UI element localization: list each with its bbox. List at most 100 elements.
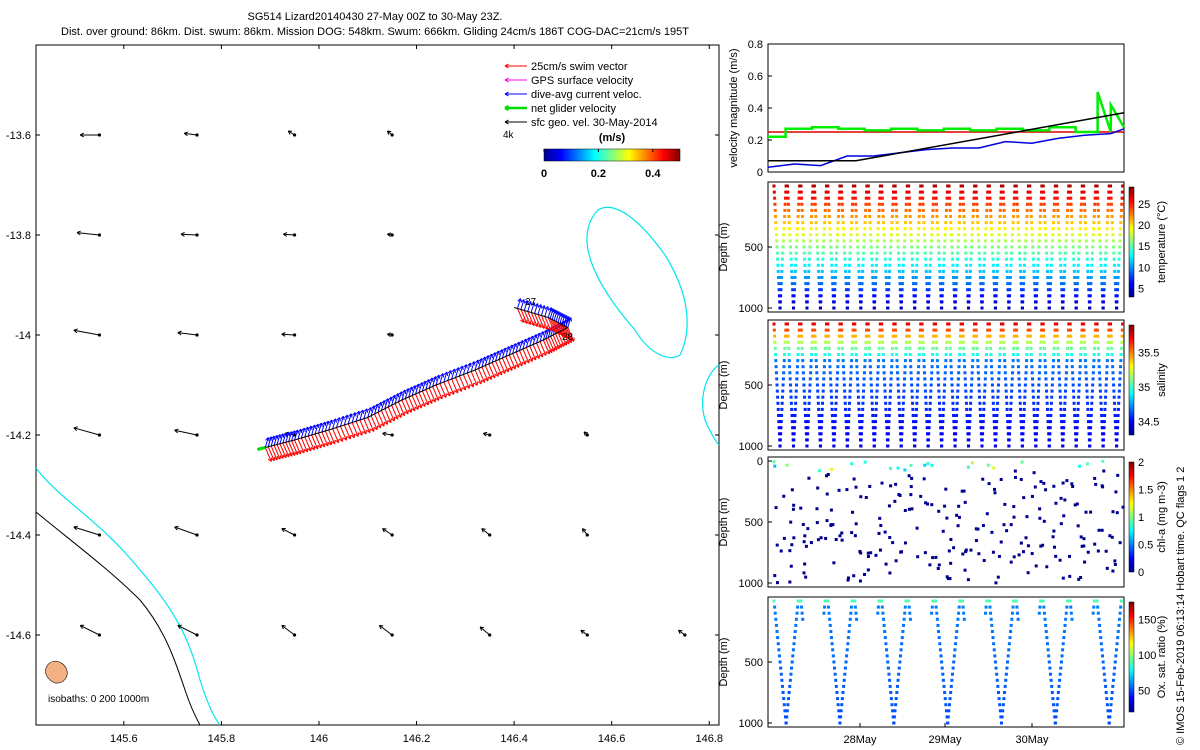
profile-point xyxy=(959,196,963,200)
profile-point xyxy=(840,328,844,332)
profile-point xyxy=(803,276,807,279)
profile-point xyxy=(1103,269,1107,273)
profile-point xyxy=(1052,359,1056,363)
profile-point xyxy=(779,666,783,670)
profile-point xyxy=(956,617,960,621)
swim-vector xyxy=(515,351,523,367)
profile-point xyxy=(1096,611,1100,615)
profile-point xyxy=(791,288,795,292)
profile-point xyxy=(1085,251,1089,255)
profile-point xyxy=(983,245,987,249)
profile-point xyxy=(924,395,928,399)
profile-point xyxy=(808,389,812,393)
profile-point xyxy=(968,420,972,424)
profile-point xyxy=(1071,251,1075,255)
profile-point xyxy=(951,407,955,411)
profile-point xyxy=(1114,438,1118,442)
profile-point xyxy=(1069,346,1073,350)
profile-point xyxy=(1048,426,1052,430)
profile-point xyxy=(816,251,820,255)
profile-point xyxy=(914,420,918,424)
profile-point xyxy=(874,282,877,286)
profile-point xyxy=(1074,438,1078,442)
profile-point xyxy=(987,322,991,326)
profile-point xyxy=(923,233,926,237)
profile-point xyxy=(1100,282,1104,286)
profile-point xyxy=(1095,328,1099,332)
swim-vector xyxy=(276,444,284,459)
profile-point xyxy=(1095,190,1099,194)
profile-point xyxy=(969,548,973,552)
profile-point xyxy=(961,552,965,556)
current-vector xyxy=(273,435,278,446)
profile-point xyxy=(970,461,974,465)
profile-point xyxy=(773,611,777,615)
profile-point xyxy=(1075,288,1079,292)
profile-point xyxy=(794,617,798,621)
profile-point xyxy=(909,493,913,497)
profile-point xyxy=(793,269,797,273)
profile-point xyxy=(1026,328,1030,332)
profile-point xyxy=(1004,251,1008,255)
profile-point xyxy=(840,190,844,194)
geo-vector-head xyxy=(76,230,81,236)
current-vector xyxy=(515,341,520,353)
profile-point xyxy=(1006,420,1010,424)
profile-point xyxy=(883,395,887,399)
profile-point xyxy=(1034,438,1038,442)
swim-vector xyxy=(481,366,489,382)
profile-point xyxy=(880,481,884,485)
profile-point xyxy=(1007,648,1011,652)
profile-point xyxy=(778,660,782,664)
swim-vector xyxy=(537,314,545,329)
profile-point xyxy=(1111,239,1115,243)
profile-point xyxy=(1087,426,1091,430)
profile-point xyxy=(1101,444,1105,448)
profile-point xyxy=(1120,202,1124,206)
profile-point xyxy=(915,263,919,267)
profile-point xyxy=(805,306,809,310)
profile-point xyxy=(774,227,778,231)
profile-point xyxy=(1008,636,1012,640)
profile-point xyxy=(1076,401,1080,405)
current-vector-head xyxy=(539,331,545,336)
profile-point xyxy=(1028,184,1032,188)
current-vector xyxy=(491,352,496,363)
profile-point xyxy=(940,306,944,310)
profile-point xyxy=(1033,420,1037,424)
profile-point xyxy=(890,227,894,231)
swim-vector-head xyxy=(350,433,356,439)
profile-point xyxy=(1015,605,1019,609)
profile-point xyxy=(850,346,854,350)
profile-point xyxy=(773,202,777,206)
profile-point xyxy=(996,389,1000,393)
profile-point xyxy=(962,221,966,225)
profile-point xyxy=(942,389,946,393)
profile-point xyxy=(837,340,841,344)
profile-point xyxy=(782,494,786,498)
profile-point xyxy=(1113,414,1117,417)
profile-point xyxy=(1062,514,1066,518)
current-vector xyxy=(451,368,456,380)
profile-point xyxy=(794,257,798,261)
profile-point xyxy=(823,353,827,356)
profile-point xyxy=(1045,269,1049,273)
profile-point xyxy=(780,684,784,688)
profile-point xyxy=(823,208,827,212)
profile-point xyxy=(788,239,792,243)
swim-vector-head xyxy=(362,429,367,435)
profile-point xyxy=(889,239,893,243)
profile-point xyxy=(889,245,893,249)
profile-point xyxy=(1092,227,1096,231)
profile-point xyxy=(783,202,787,206)
current-vector xyxy=(539,331,544,342)
profile-point xyxy=(1096,340,1100,344)
profile-point xyxy=(837,196,841,200)
profile-point xyxy=(946,721,950,725)
swim-vector xyxy=(474,369,482,385)
profile-point xyxy=(944,353,948,356)
profile-point xyxy=(912,288,916,292)
profile-point xyxy=(828,371,832,375)
current-vector-head xyxy=(351,412,357,417)
profile-point xyxy=(1064,617,1068,621)
